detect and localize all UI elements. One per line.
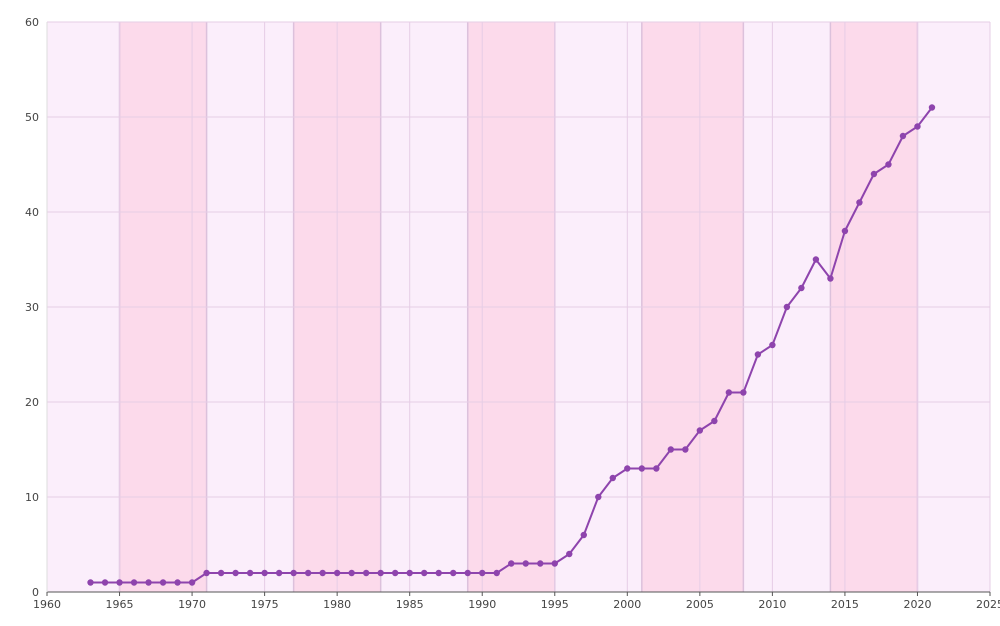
x-tick-label: 1980 [323, 598, 351, 611]
data-point[interactable] [551, 560, 558, 567]
data-point[interactable] [261, 569, 268, 577]
data-point[interactable] [493, 569, 500, 577]
x-tick-label: 1975 [251, 598, 279, 611]
data-point[interactable] [377, 569, 384, 577]
data-point[interactable] [174, 579, 181, 586]
data-point[interactable] [914, 123, 921, 130]
data-point[interactable] [870, 170, 878, 178]
data-point[interactable] [783, 303, 791, 311]
data-point[interactable] [333, 569, 341, 577]
x-tick-label: 1960 [33, 598, 61, 611]
data-point[interactable] [435, 569, 442, 577]
data-point[interactable] [624, 465, 631, 472]
axes [46, 22, 990, 593]
data-point[interactable] [638, 465, 646, 472]
data-point[interactable] [217, 569, 225, 577]
data-point[interactable] [522, 560, 529, 567]
data-point[interactable] [275, 569, 283, 577]
x-tick-labels: 1960 1965 1970 1975 1980 1985 1990 1995 2000 2005… [33, 592, 1000, 611]
data-point[interactable] [319, 569, 326, 577]
data-point[interactable] [391, 569, 399, 577]
data-point[interactable] [537, 560, 544, 567]
data-point[interactable] [101, 579, 109, 586]
x-tick-label: 2005 [686, 598, 714, 611]
y-tick-label: 50 [25, 111, 39, 124]
data-point[interactable] [479, 569, 486, 577]
data-point[interactable] [159, 579, 167, 586]
data-point[interactable] [885, 161, 892, 168]
y-tick-label: 60 [25, 16, 39, 29]
y-tick-labels: 0 10 20 30 40 50 60 [25, 16, 39, 599]
x-tick-label: 2020 [903, 598, 931, 611]
data-point[interactable] [290, 569, 297, 577]
x-tick-label: 2025 [976, 598, 1000, 611]
data-point[interactable] [362, 569, 370, 577]
data-point[interactable] [827, 275, 834, 282]
data-point[interactable] [116, 579, 123, 586]
data-point[interactable] [464, 569, 471, 577]
data-point[interactable] [928, 104, 936, 111]
data-point[interactable] [725, 389, 733, 396]
y-tick-label: 0 [32, 586, 39, 599]
data-point[interactable] [304, 569, 312, 577]
data-point[interactable] [812, 256, 820, 263]
data-point[interactable] [406, 569, 413, 577]
data-point[interactable] [899, 132, 907, 140]
y-tick-label: 30 [25, 301, 39, 314]
data-point[interactable] [188, 579, 196, 586]
x-tick-label: 2015 [831, 598, 859, 611]
y-tick-label: 10 [25, 491, 39, 504]
data-point[interactable] [740, 389, 747, 396]
data-point[interactable] [711, 417, 718, 425]
data-point[interactable] [682, 446, 689, 453]
x-tick-label: 1970 [178, 598, 206, 611]
x-tick-label: 1985 [396, 598, 424, 611]
data-point[interactable] [667, 446, 675, 453]
data-point[interactable] [246, 569, 254, 577]
data-point[interactable] [145, 579, 152, 586]
data-point[interactable] [769, 341, 776, 349]
y-tick-label: 20 [25, 396, 39, 409]
x-tick-label: 1995 [541, 598, 569, 611]
data-point[interactable] [232, 569, 239, 577]
x-tick-label: 2000 [613, 598, 641, 611]
data-point[interactable] [87, 579, 94, 586]
data-series [87, 104, 936, 586]
data-point[interactable] [580, 531, 587, 539]
x-tick-label: 2010 [758, 598, 786, 611]
x-tick-label: 1990 [468, 598, 496, 611]
data-point[interactable] [754, 351, 762, 358]
data-point[interactable] [450, 569, 457, 577]
data-point[interactable] [203, 569, 210, 577]
data-point[interactable] [130, 579, 138, 586]
data-point[interactable] [653, 465, 660, 472]
data-point[interactable] [595, 493, 602, 501]
data-point[interactable] [421, 569, 428, 577]
data-point[interactable] [798, 284, 805, 292]
x-tick-label: 1965 [106, 598, 134, 611]
data-point[interactable] [508, 560, 515, 567]
y-tick-label: 40 [25, 206, 39, 219]
data-point[interactable] [566, 550, 573, 558]
data-point[interactable] [696, 427, 704, 434]
data-point[interactable] [856, 199, 863, 206]
data-point[interactable] [609, 474, 616, 482]
data-point[interactable] [348, 569, 355, 577]
data-point[interactable] [841, 227, 849, 235]
